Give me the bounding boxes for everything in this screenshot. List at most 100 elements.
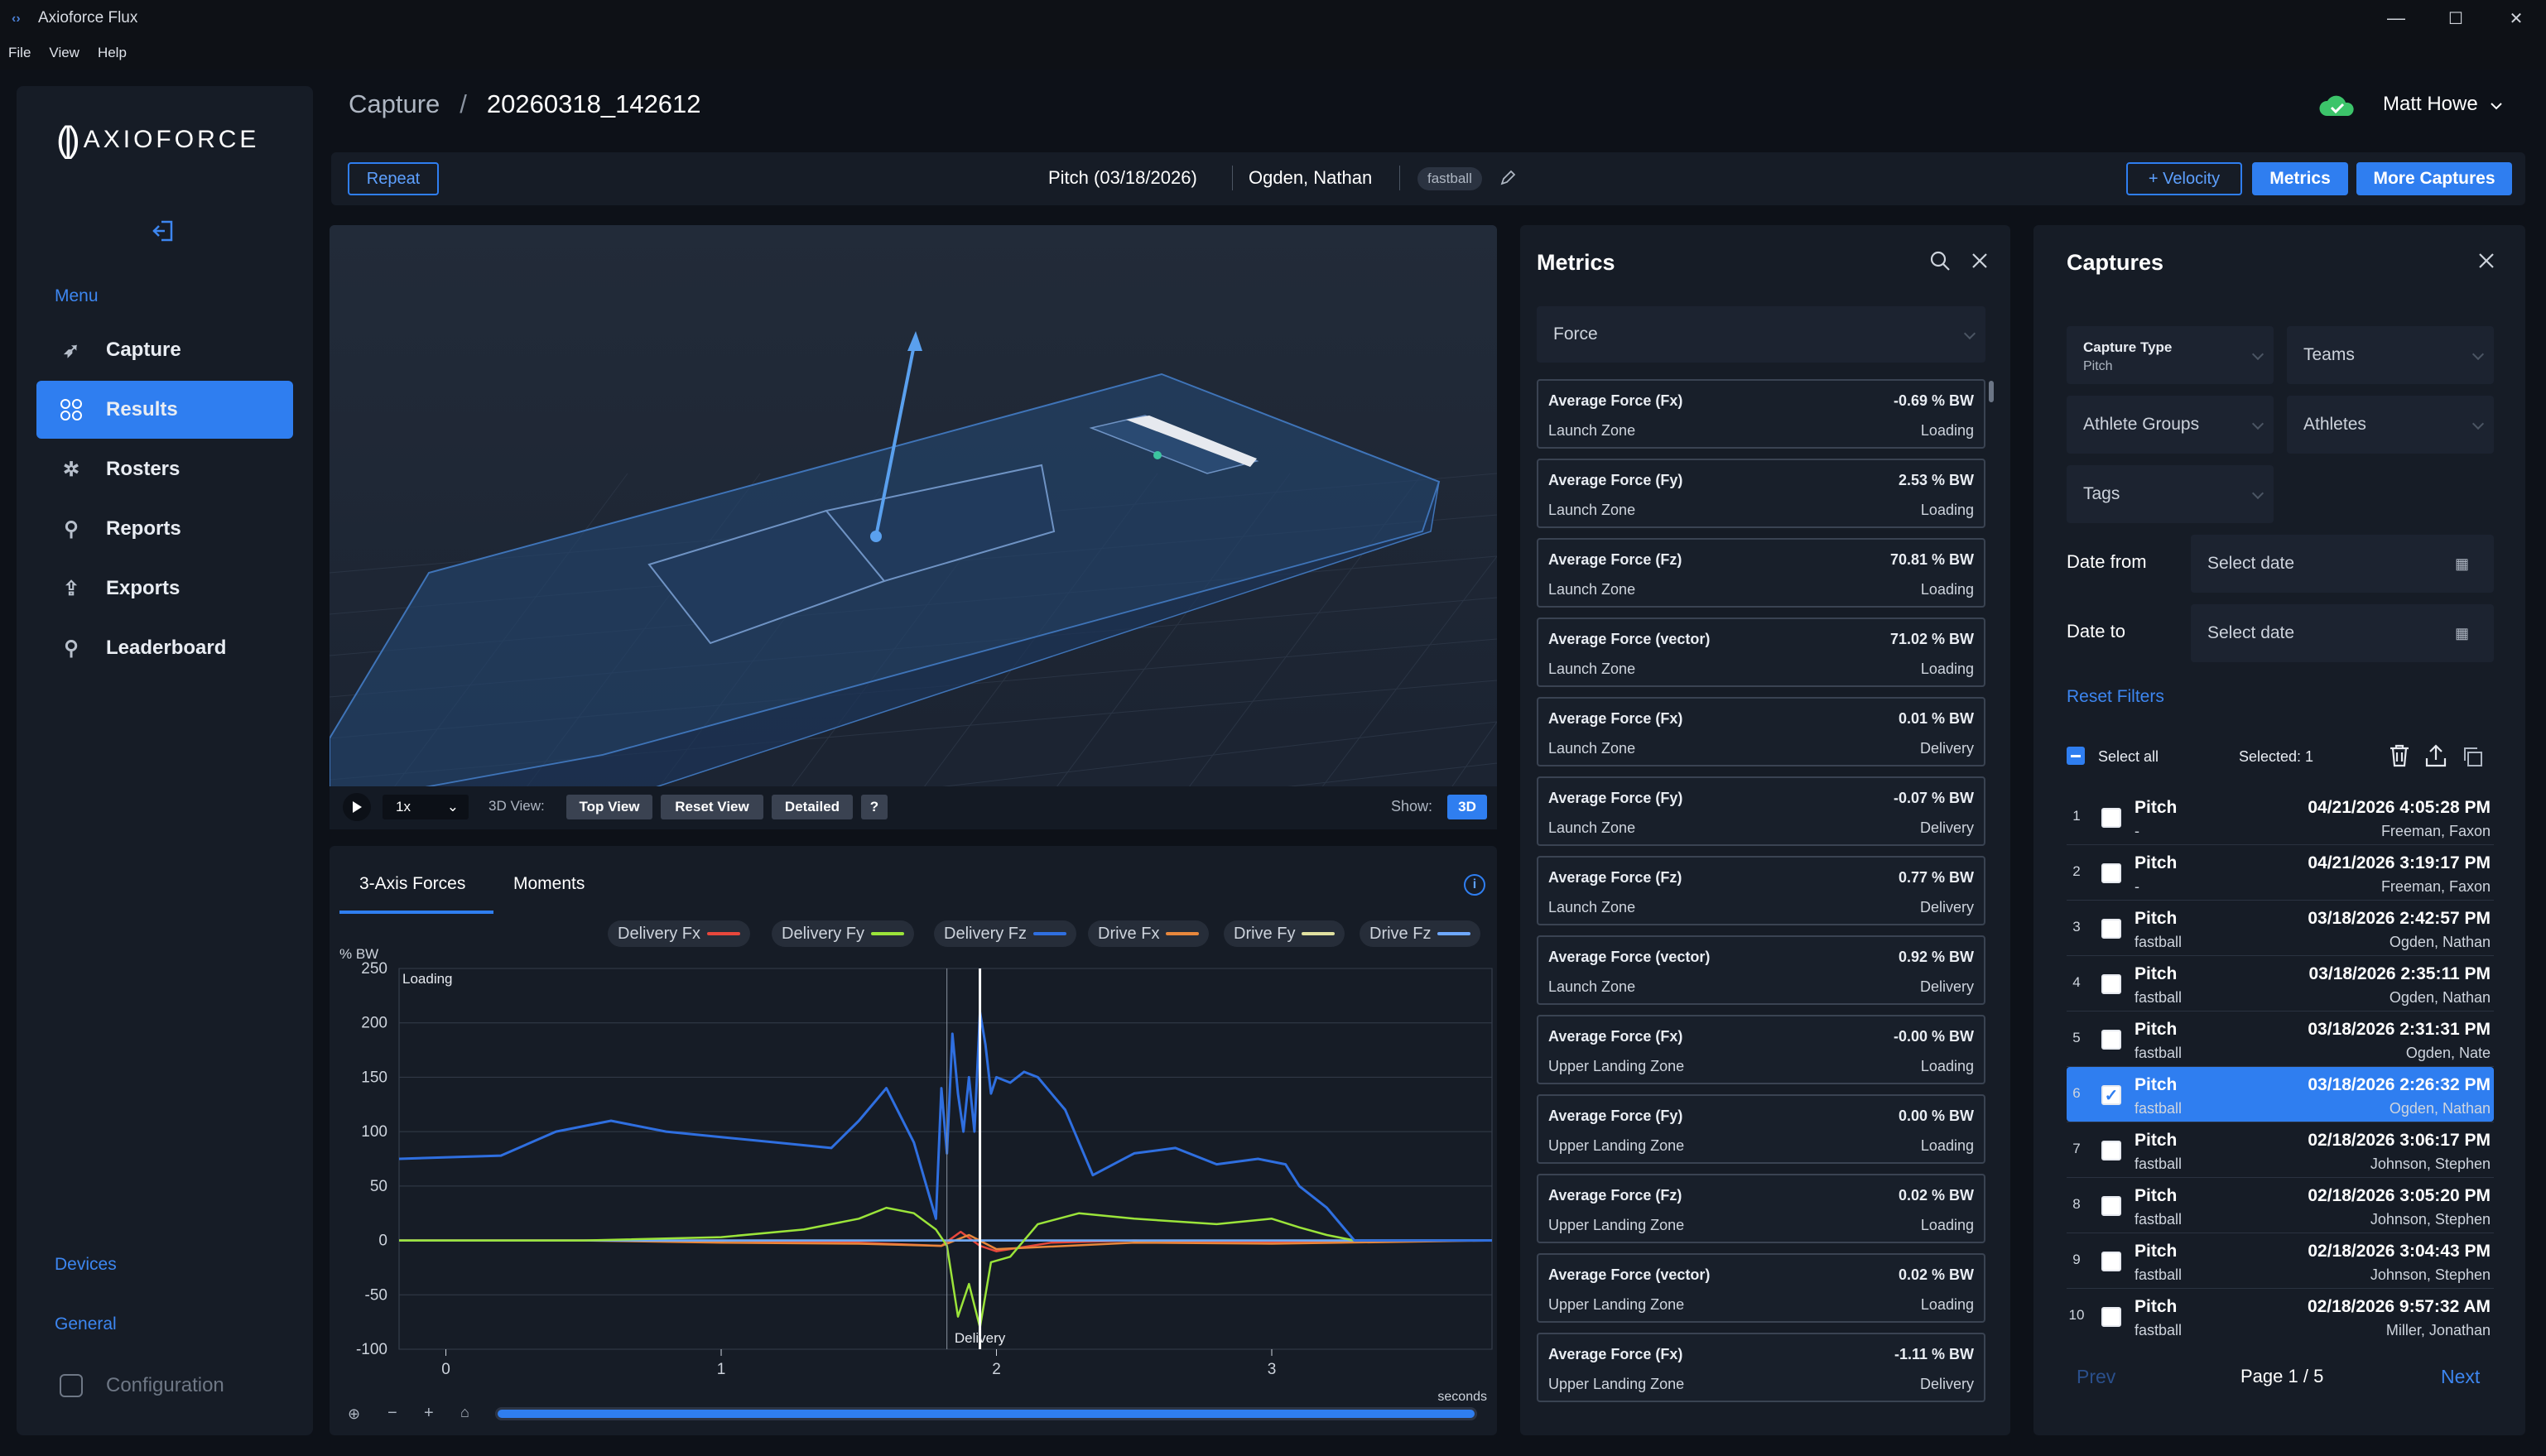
athlete-groups-select[interactable]: Athlete Groups [2067,396,2274,454]
legend-delivery-fz[interactable]: Delivery Fz [934,920,1077,947]
metric-card[interactable]: Average Force (Fz) 0.02 % BW Upper Landing… [1537,1174,1985,1243]
row-checkbox[interactable] [2101,919,2121,939]
user-menu[interactable]: Matt Howe [2383,93,2503,116]
3d-scene[interactable] [330,225,1497,829]
reset-filters-link[interactable]: Reset Filters [2067,687,2164,706]
more-captures-button[interactable]: More Captures [2356,162,2512,195]
metric-card[interactable]: Average Force (Fy) -0.07 % BW Launch Zone D… [1537,776,1985,846]
maximize-button[interactable]: ☐ [2448,9,2463,28]
tab-moments[interactable]: Moments [513,874,585,893]
sidebar-item-capture[interactable]: ➶ Capture [36,321,293,379]
upload-icon[interactable] [2424,743,2447,772]
row-checkbox[interactable] [2101,1252,2121,1271]
speed-select[interactable]: 1x ⌄ [383,795,469,819]
select-all-checkbox[interactable] [2067,747,2085,765]
metric-card[interactable]: Average Force (Fx) -1.11 % BW Upper Landin… [1537,1333,1985,1402]
reset-view-button[interactable]: Reset View [661,795,763,819]
tags-select[interactable]: Tags [2067,465,2274,523]
row-checkbox[interactable] [2101,1030,2121,1050]
legend-delivery-fy[interactable]: Delivery Fy [772,920,915,947]
metric-card[interactable]: Average Force (Fy) 0.00 % BW Upper Landing… [1537,1094,1985,1164]
zoom-in-icon[interactable]: ⊕ [348,1406,361,1422]
legend-delivery-fx[interactable]: Delivery Fx [608,920,751,947]
row-checkbox[interactable] [2101,1196,2121,1216]
row-checkbox[interactable] [2101,1141,2121,1160]
capture-row[interactable]: 6 ✓ Pitch fastball 03/18/2026 2:26:32 PM Ogde… [2067,1067,2494,1122]
calendar-icon[interactable]: ▦ [2454,555,2469,572]
prev-button[interactable]: Prev [2077,1366,2116,1387]
sidebar-item-configuration[interactable]: Configuration [36,1361,293,1410]
teams-select[interactable]: Teams [2287,326,2494,384]
metric-card[interactable]: Average Force (vector) 0.92 % BW Launch Zo… [1537,935,1985,1005]
sidebar-item-rosters[interactable]: ✲ Rosters [36,440,293,498]
home-icon[interactable]: ⌂ [460,1404,469,1420]
capture-row[interactable]: 7 Pitch fastball 02/18/2026 3:06:17 PM Johns… [2067,1122,2494,1177]
sidebar-item-reports[interactable]: ⚲ Reports [36,500,293,558]
sidebar-item-leaderboard[interactable]: ⚲ Leaderboard [36,619,293,677]
metric-card[interactable]: Average Force (Fy) 2.53 % BW Launch Zone Lo… [1537,459,1985,528]
date-to-input[interactable]: Select date ▦ [2191,604,2494,662]
sidebar-link-general[interactable]: General [55,1314,117,1333]
metric-category-select[interactable]: Force [1537,306,1985,363]
add-velocity-button[interactable]: + Velocity [2126,162,2242,195]
copy-icon[interactable] [2461,745,2484,772]
row-checkbox[interactable]: ✓ [2101,1085,2121,1105]
capture-row[interactable]: 4 Pitch fastball 03/18/2026 2:35:11 PM Ogden… [2067,956,2494,1011]
3d-viewer[interactable] [330,225,1497,829]
edit-pencil-icon[interactable] [1499,169,1517,191]
sidebar-item-exports[interactable]: ⇪ Exports [36,560,293,617]
detailed-button[interactable]: Detailed [772,795,853,819]
legend-drive-fx[interactable]: Drive Fx [1088,920,1210,947]
metric-card[interactable]: Average Force (Fz) 70.81 % BW Launch Zone L… [1537,538,1985,608]
legend-drive-fz[interactable]: Drive Fz [1360,920,1481,947]
help-button[interactable]: ? [861,795,888,819]
close-icon[interactable] [1971,252,1989,274]
row-checkbox[interactable] [2101,863,2121,883]
metrics-button[interactable]: Metrics [2252,162,2348,195]
metrics-scrollbar[interactable] [1989,381,1994,402]
capture-row[interactable]: 10 Pitch fastball 02/18/2026 9:57:32 AM Mill… [2067,1289,2494,1343]
capture-type-select[interactable]: Capture Type Pitch [2067,326,2274,384]
metric-card[interactable]: Average Force (Fx) 0.01 % BW Launch Zone De… [1537,697,1985,766]
calendar-icon[interactable]: ▦ [2454,624,2469,642]
next-button[interactable]: Next [2441,1366,2481,1387]
metric-card[interactable]: Average Force (vector) 71.02 % BW Launch Z… [1537,617,1985,687]
athletes-select[interactable]: Athletes [2287,396,2494,454]
legend-drive-fy[interactable]: Drive Fy [1224,920,1345,947]
collapse-sidebar-icon[interactable] [149,217,179,247]
capture-row[interactable]: 9 Pitch fastball 02/18/2026 3:04:43 PM Johns… [2067,1233,2494,1288]
metric-card[interactable]: Average Force (vector) 0.02 % BW Upper Lan… [1537,1253,1985,1323]
date-from-input[interactable]: Select date ▦ [2191,535,2494,593]
timeline-scrollbar[interactable] [495,1407,1477,1420]
play-button[interactable] [343,793,371,821]
capture-row[interactable]: 3 Pitch fastball 03/18/2026 2:42:57 PM Ogden… [2067,901,2494,955]
search-icon[interactable] [1929,250,1951,276]
metric-card[interactable]: Average Force (Fx) -0.69 % BW Launch Zone L… [1537,379,1985,449]
minimize-button[interactable]: — [2387,7,2405,28]
tab-3-axis-forces[interactable]: 3-Axis Forces [359,874,466,893]
close-icon[interactable] [2477,252,2495,274]
repeat-button[interactable]: Repeat [348,162,439,195]
top-view-button[interactable]: Top View [566,795,652,819]
timeline-range[interactable] [495,1407,1477,1420]
close-window-button[interactable]: ✕ [2509,9,2524,28]
menu-file[interactable]: File [8,45,31,60]
capture-row[interactable]: 1 Pitch - 04/21/2026 4:05:28 PM Freeman, Fax… [2067,790,2494,844]
capture-row[interactable]: 8 Pitch fastball 02/18/2026 3:05:20 PM Johns… [2067,1178,2494,1233]
metric-card[interactable]: Average Force (Fx) -0.00 % BW Upper Landin… [1537,1015,1985,1084]
breadcrumb-root[interactable]: Capture [349,89,440,118]
delete-icon[interactable] [2388,743,2411,772]
zoom-out-button[interactable]: − [387,1404,397,1422]
show-3d-button[interactable]: 3D [1447,795,1487,819]
sidebar-item-results[interactable]: Results [36,381,293,439]
menu-help[interactable]: Help [97,45,127,60]
info-icon[interactable]: i [1464,874,1485,896]
metric-card[interactable]: Average Force (Fz) 0.77 % BW Launch Zone De… [1537,856,1985,925]
row-checkbox[interactable] [2101,974,2121,994]
menu-view[interactable]: View [49,45,79,60]
capture-row[interactable]: 5 Pitch fastball 03/18/2026 2:31:31 PM Ogden… [2067,1012,2494,1066]
row-checkbox[interactable] [2101,808,2121,828]
zoom-plus-button[interactable]: + [424,1404,434,1422]
sidebar-link-devices[interactable]: Devices [55,1255,117,1274]
